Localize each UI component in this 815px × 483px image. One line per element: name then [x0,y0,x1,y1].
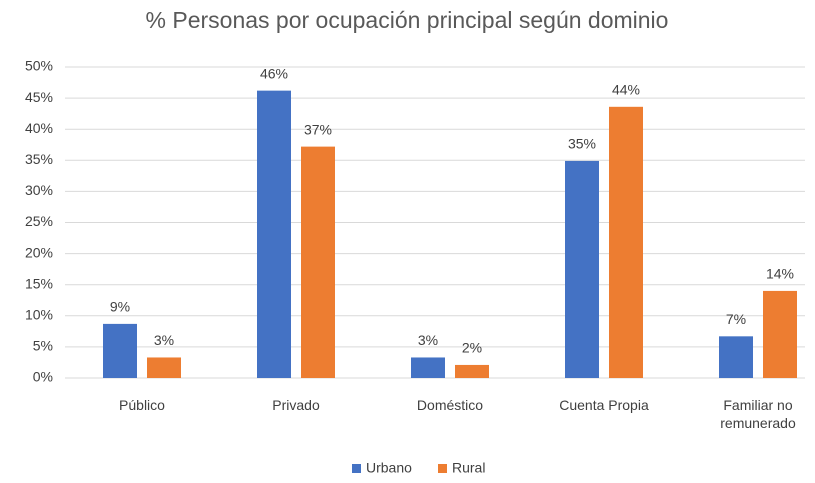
legend-label: Rural [452,460,485,476]
chart-title: % Personas por ocupación principal según… [146,7,669,33]
x-tick-label: Doméstico [416,397,484,413]
bar [301,146,335,378]
legend-swatch [438,464,447,473]
bar [719,336,753,378]
x-tick-label: Cuenta Propia [559,397,649,413]
y-tick-label: 30% [25,182,53,198]
bar [763,290,797,378]
y-tick-label: 0% [33,369,53,385]
data-label: 9% [110,299,130,315]
data-label: 44% [612,82,640,98]
data-label: 3% [418,332,438,348]
bar [411,357,445,378]
y-tick-label: 25% [25,213,53,229]
data-label: 14% [766,266,794,282]
y-tick-label: 45% [25,89,53,105]
y-tick-label: 5% [33,338,53,354]
bar [565,160,599,378]
x-tick-label: Privado [272,397,320,413]
y-tick-label: 10% [25,307,53,323]
y-tick-label: 40% [25,120,53,136]
legend-label: Urbano [366,460,412,476]
data-label: 35% [568,136,596,152]
bar [147,357,181,378]
x-tick-label: Familiar no remunerado [720,397,796,431]
x-tick-label: Público [119,397,165,413]
data-label: 3% [154,332,174,348]
y-tick-label: 15% [25,275,53,291]
data-label: 2% [462,340,482,356]
legend-swatch [352,464,361,473]
data-label: 37% [304,121,332,137]
y-tick-label: 35% [25,151,53,167]
bar [103,323,137,378]
bar [609,106,643,379]
y-tick-label: 50% [25,58,53,74]
bar [257,90,291,379]
data-label: 46% [260,65,288,81]
y-tick-label: 20% [25,244,53,260]
bar [455,364,489,378]
data-label: 7% [726,311,746,327]
